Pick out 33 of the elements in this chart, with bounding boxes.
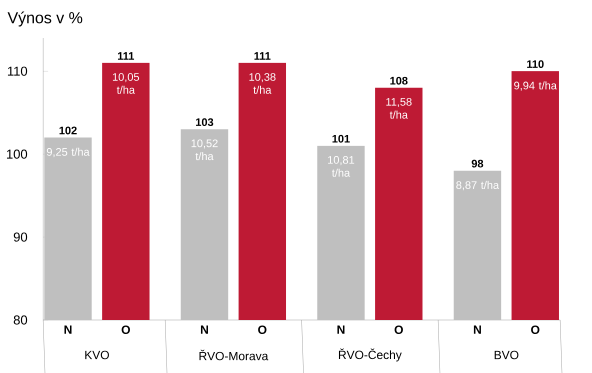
x-tick-label: O	[531, 326, 540, 334]
text: ŘVO-Čechy	[338, 348, 402, 362]
x-tick-label: O	[394, 326, 403, 334]
annotation: 10,38 t/ha	[249, 73, 276, 94]
annotation: 9,25 t/ha	[46, 148, 90, 158]
x-tick-label: N	[337, 326, 344, 334]
data-label: 101	[332, 134, 350, 143]
text: KVO	[85, 350, 109, 360]
x-tick-label: N	[200, 326, 208, 334]
text: ŘVO-Morava	[200, 350, 268, 360]
annotation: 11,58 t/ha	[386, 98, 412, 119]
annotation: 9,94 t/ha	[514, 81, 557, 91]
y-tick-label: 90	[14, 232, 28, 242]
x-tick-label: O	[258, 326, 266, 334]
y-tick-label: 100	[6, 150, 28, 159]
data-label: 98	[472, 160, 484, 168]
annotation: 10,05 t/ha	[112, 73, 140, 94]
chart-title: Výnos v %	[8, 11, 82, 27]
annotation: 10,81 t/ha	[328, 156, 354, 177]
data-label: 110	[527, 60, 544, 68]
x-tick-label: N	[474, 326, 481, 334]
annotation: 8,87 t/ha	[456, 180, 500, 190]
y-tick-label: 110	[8, 66, 28, 76]
y-tick-label: 80	[14, 315, 28, 325]
data-label: 108	[390, 76, 408, 85]
data-label: 102	[60, 126, 77, 134]
x-tick-label: O	[122, 326, 130, 334]
annotation: 10,52 t/ha	[192, 139, 218, 160]
data-label: 111	[118, 52, 134, 60]
x-tick-label: N	[64, 326, 72, 334]
data-label: 111	[254, 52, 271, 60]
text: BVO	[494, 350, 518, 360]
data-label: 103	[196, 118, 214, 126]
